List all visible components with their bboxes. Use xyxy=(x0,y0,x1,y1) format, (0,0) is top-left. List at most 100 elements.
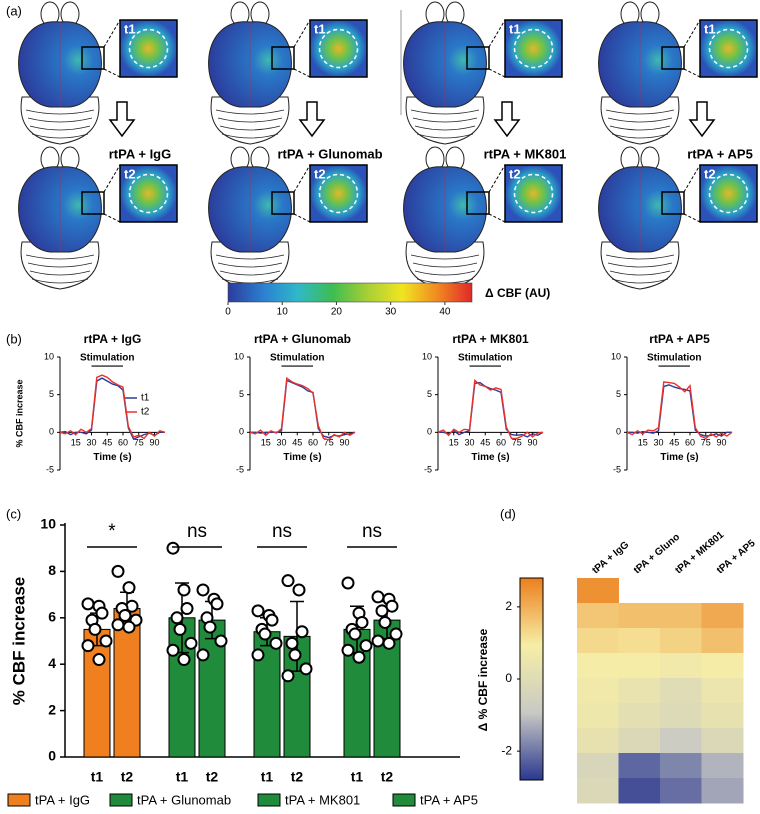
y-tick-label: 10 xyxy=(234,351,244,361)
y-tick-label: -5 xyxy=(424,464,432,474)
data-point xyxy=(281,669,295,683)
legend-label: tPA + Glunomab xyxy=(137,792,231,807)
heatmap-cell xyxy=(577,753,619,779)
x-tick-label: 45 xyxy=(669,438,679,448)
legend-swatch xyxy=(392,793,416,807)
colorbar-tick-label: 10 xyxy=(277,307,289,318)
cerebellum xyxy=(210,96,290,145)
legend-label: tPA + AP5 xyxy=(420,792,478,807)
data-point xyxy=(375,604,389,618)
cerebellum-fold xyxy=(217,262,283,268)
y-tick-label: 10 xyxy=(40,516,56,532)
arrow xyxy=(298,101,326,138)
chart-title: rtPA + Glunomab xyxy=(254,332,351,346)
series-line xyxy=(249,376,356,441)
data-point xyxy=(81,597,95,611)
cerebellum-fold xyxy=(410,254,480,260)
cerebellum-fold xyxy=(27,117,93,123)
colorbar-tick-label: 30 xyxy=(385,307,397,318)
roi-box xyxy=(81,46,105,70)
x-tick-label: t1 xyxy=(176,769,189,785)
significance-label: ns xyxy=(187,521,207,542)
data-point xyxy=(352,650,366,664)
cerebellum xyxy=(600,96,680,145)
y-tick-label: 0 xyxy=(49,427,54,437)
roi-circle xyxy=(318,173,359,214)
time-label: t1 xyxy=(509,21,521,36)
cerebellum-fold xyxy=(611,133,669,139)
bar xyxy=(198,619,226,758)
data-point xyxy=(203,620,217,634)
series-line xyxy=(438,381,544,438)
colorbar-label: Δ CBF (AU) xyxy=(485,286,550,300)
cerebellum-fold xyxy=(219,270,281,276)
colorbar-tick-label: -2 xyxy=(501,743,512,757)
time-label: t2 xyxy=(124,166,136,181)
zoom-line xyxy=(293,213,311,223)
colorbar-tick-label: 2 xyxy=(505,599,512,613)
heatmap-cell xyxy=(701,703,744,729)
time-label: t2 xyxy=(704,166,716,181)
data-point xyxy=(111,618,125,632)
zoom-line xyxy=(293,164,311,193)
data-point xyxy=(341,576,355,590)
data-point xyxy=(122,620,136,634)
colorbar-label: Δ % CBF increase xyxy=(476,628,490,731)
cerebellum-fold xyxy=(25,109,95,115)
heatmap-cell xyxy=(660,653,702,679)
arrow xyxy=(108,101,136,138)
y-tick-label: 5 xyxy=(239,389,244,399)
series-line xyxy=(250,379,356,439)
cerebellum-fold xyxy=(607,262,673,268)
heatmap-cell xyxy=(701,728,744,754)
x-tick-label: 15 xyxy=(449,438,459,448)
data-point xyxy=(371,634,385,648)
cerebellum-fold xyxy=(27,262,93,268)
arrow xyxy=(688,101,716,138)
heatmap-cell xyxy=(618,728,661,754)
y-tick-label: 8 xyxy=(48,562,56,578)
data-point xyxy=(251,604,265,618)
x-tick-label: t1 xyxy=(261,769,274,785)
cerebellum-fold xyxy=(219,125,281,131)
time-label: t2 xyxy=(314,166,326,181)
y-tick-label: 5 xyxy=(616,389,621,399)
cerebellum-fold xyxy=(29,270,91,276)
roi-box xyxy=(271,46,295,70)
condition-title: rtPA + AP5 xyxy=(687,146,753,161)
cerebellum-fold xyxy=(29,125,91,131)
heatmap-cell xyxy=(577,653,619,679)
data-point xyxy=(295,625,309,639)
x-tick-label: 30 xyxy=(276,438,286,448)
roi-box xyxy=(661,46,685,70)
data-point xyxy=(118,608,132,622)
heatmap-cell xyxy=(660,678,702,704)
significance-label: ns xyxy=(272,521,292,542)
y-tick-label: 0 xyxy=(239,427,244,437)
zoom-line xyxy=(488,68,506,78)
colorbar xyxy=(519,577,544,781)
data-point xyxy=(170,611,184,625)
y-tick-label: 0 xyxy=(48,748,56,764)
y-tick-label: -5 xyxy=(236,464,244,474)
heatmap-cell xyxy=(701,778,744,804)
data-point xyxy=(269,636,283,650)
zoom-line xyxy=(103,164,121,193)
arrow xyxy=(493,101,521,138)
cerebellum xyxy=(20,241,100,290)
bar xyxy=(113,608,141,758)
cerebellum xyxy=(600,241,680,290)
colorbar-tick-label: 0 xyxy=(225,307,231,318)
chart-title: rtPA + MK801 xyxy=(452,332,529,346)
y-tick-label: 5 xyxy=(49,389,54,399)
x-tick-label: 60 xyxy=(496,438,506,448)
x-axis-label: Time (s) xyxy=(660,452,698,463)
legend-swatch xyxy=(109,793,133,807)
data-point xyxy=(251,648,265,662)
cerebellum-fold xyxy=(221,133,279,139)
column-label: tPA + IgG xyxy=(590,539,631,576)
heatmap-cell xyxy=(660,603,702,629)
cerebellum-fold xyxy=(215,109,285,115)
